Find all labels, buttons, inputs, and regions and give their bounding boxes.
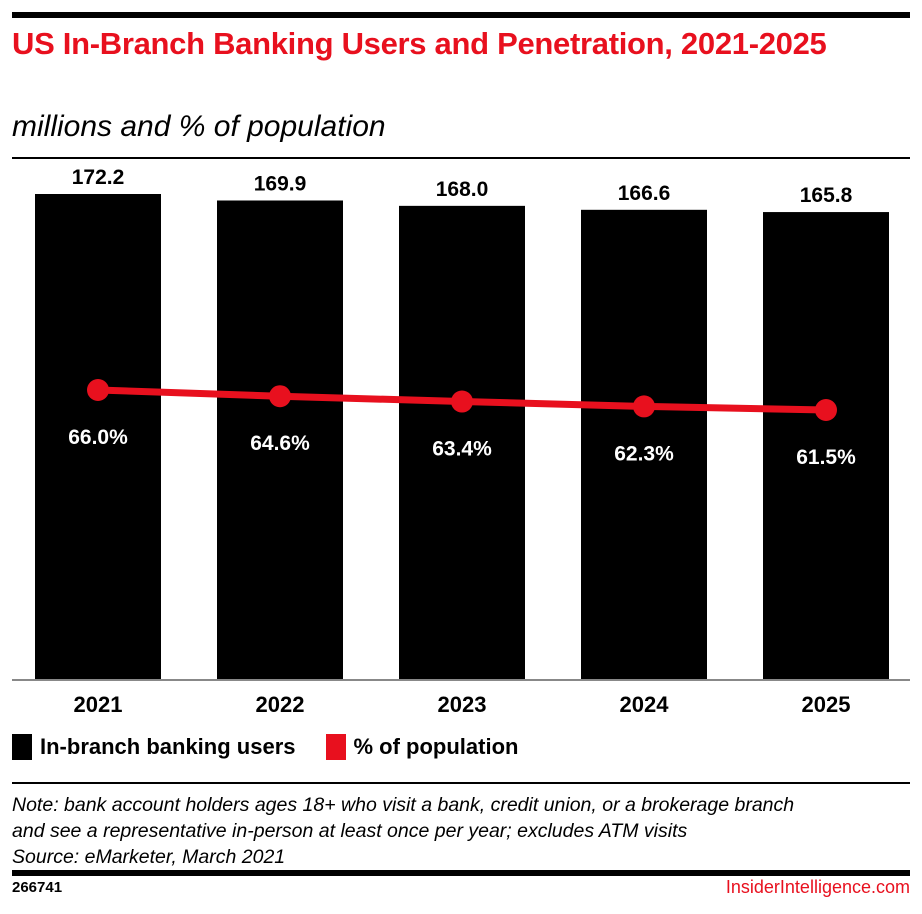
percent-label: 61.5% <box>796 446 856 469</box>
percent-point <box>633 395 655 418</box>
percent-label: 62.3% <box>614 442 674 465</box>
bar-value-label: 166.6 <box>618 182 671 205</box>
note-rule <box>12 782 910 784</box>
percent-point <box>87 379 109 401</box>
percent-label: 64.6% <box>250 432 310 455</box>
percent-label: 66.0% <box>68 426 128 449</box>
note-line: and see a representative in-person at le… <box>12 820 688 842</box>
chart-title: US In-Branch Banking Users and Penetrati… <box>12 26 827 61</box>
x-tick-label: 2025 <box>802 692 851 717</box>
top-rule <box>12 12 910 18</box>
bar-2022 <box>217 200 343 681</box>
x-tick-label: 2021 <box>74 692 123 717</box>
note-line: Note: bank account holders ages 18+ who … <box>12 794 795 816</box>
bar-value-label: 172.2 <box>72 166 125 189</box>
x-tick-label: 2022 <box>256 692 305 717</box>
legend-label-users: In-branch banking users <box>40 734 296 759</box>
bar-2021 <box>35 194 161 680</box>
bar-value-label: 168.0 <box>436 178 489 201</box>
bar-2024 <box>581 209 707 680</box>
percent-point <box>451 390 473 413</box>
bar-value-label: 165.8 <box>800 184 853 207</box>
bar-2023 <box>399 205 525 681</box>
legend-label-percent: % of population <box>353 734 519 759</box>
bar-2025 <box>763 212 889 680</box>
chart-id: 266741 <box>12 879 63 896</box>
header-rule <box>12 157 910 159</box>
percent-point <box>815 398 837 421</box>
percent-point <box>269 385 291 408</box>
chart-area: 172.2 169.9 168.0 166.6 165.8 66.0% 64.6% 63.4… <box>12 166 910 717</box>
legend: In-branch banking users % of population <box>12 734 518 760</box>
chart-subtitle: millions and % of population <box>12 110 386 143</box>
footer-rule <box>12 870 910 876</box>
note: Note: bank account holders ages 18+ who … <box>12 792 794 870</box>
x-tick-label: 2024 <box>620 692 670 717</box>
percent-label: 63.4% <box>432 438 492 461</box>
source-line: Source: eMarketer, March 2021 <box>12 846 286 868</box>
legend-swatch-percent <box>325 734 346 760</box>
legend-swatch-users <box>12 734 32 760</box>
brand-link[interactable]: InsiderIntelligence.com <box>725 877 910 897</box>
x-tick-label: 2023 <box>438 692 487 717</box>
bar-value-label: 169.9 <box>254 172 307 195</box>
